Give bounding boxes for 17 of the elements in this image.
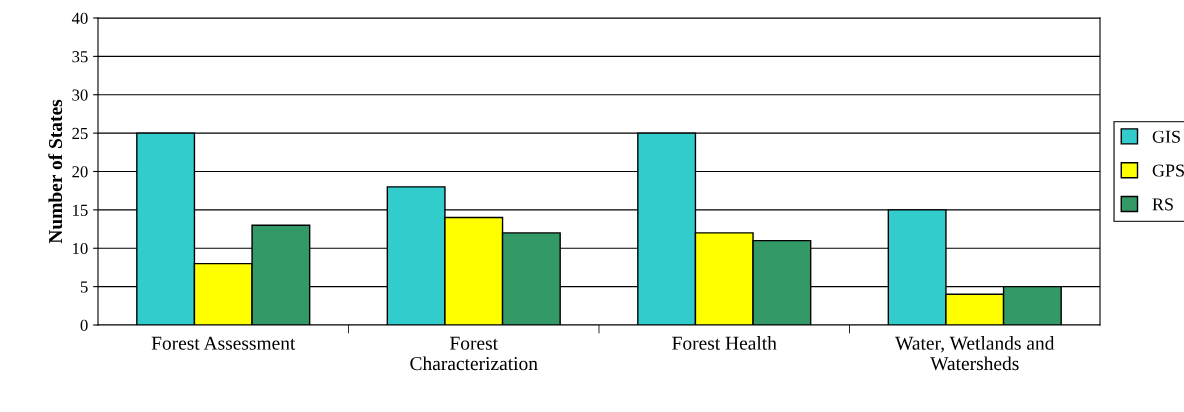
y-tick-label: 10: [73, 242, 88, 255]
y-tick-label: 20: [72, 166, 88, 178]
x-tick-label: Forest Assessment: [151, 336, 296, 350]
y-tick-label: 15: [73, 204, 88, 216]
legend-label: GIS: [1152, 130, 1180, 143]
y-tick-label: 40: [71, 12, 88, 24]
legend-label: RS: [1152, 198, 1173, 211]
y-tick-label: 5: [80, 281, 88, 293]
x-tick-label: Water, Wetlands and Watersheds: [895, 336, 1055, 371]
x-tick-label: Forest Characterization: [410, 336, 538, 371]
x-tick-label: Forest Health: [672, 336, 777, 350]
legend-label: GPS: [1152, 164, 1184, 177]
y-axis-title: Number of States: [48, 99, 63, 244]
y-tick-label: 0: [80, 319, 88, 331]
y-tick-label: 30: [72, 89, 88, 101]
y-tick-label: 35: [72, 51, 88, 63]
y-tick-label: 25: [72, 127, 88, 140]
